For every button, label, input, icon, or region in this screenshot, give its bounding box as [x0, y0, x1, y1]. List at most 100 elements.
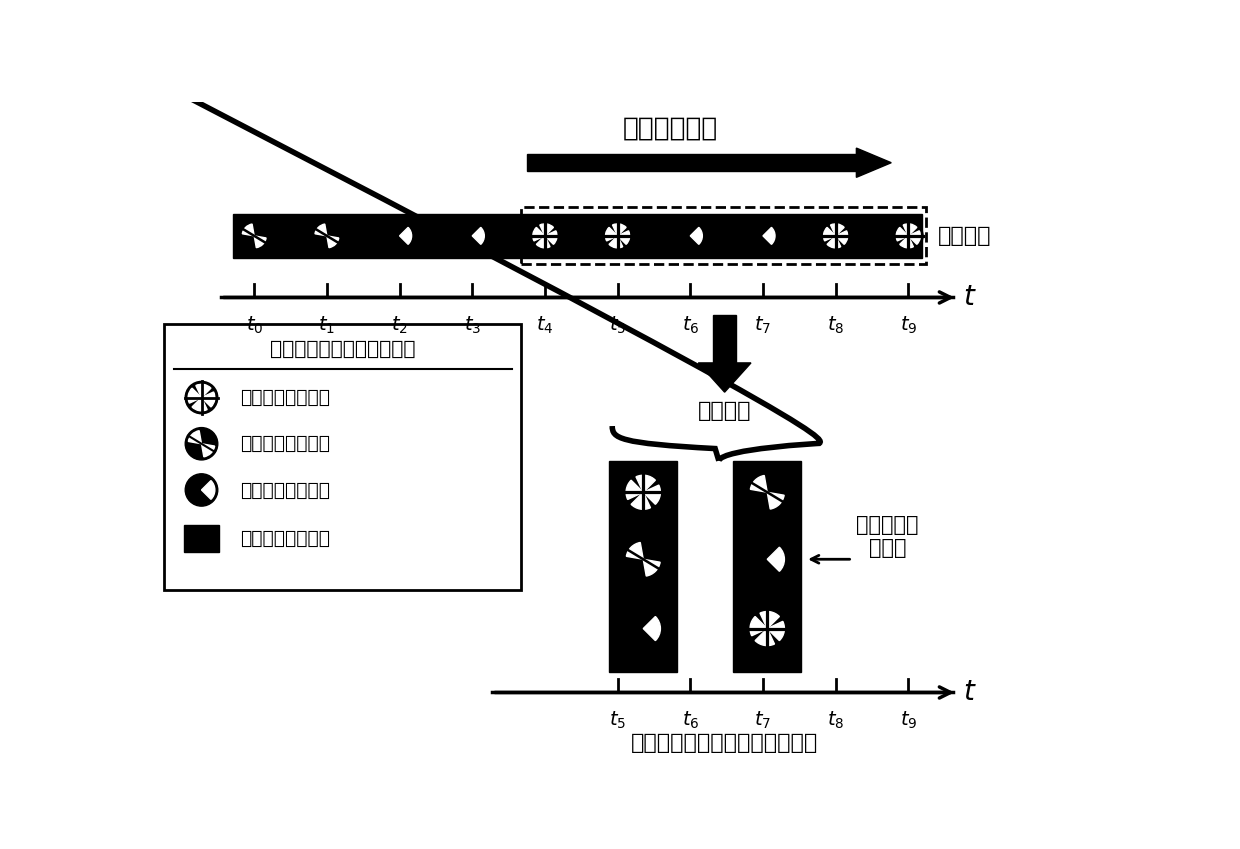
Wedge shape: [196, 385, 211, 397]
Text: $t$: $t$: [963, 678, 977, 706]
Wedge shape: [631, 492, 651, 509]
Wedge shape: [755, 628, 775, 645]
Circle shape: [185, 474, 218, 506]
Text: $t_6$: $t_6$: [682, 710, 699, 731]
Text: 数据集的第四部分: 数据集的第四部分: [241, 529, 330, 548]
Wedge shape: [315, 224, 327, 236]
Circle shape: [746, 471, 789, 513]
Text: $t_3$: $t_3$: [464, 314, 481, 335]
Circle shape: [622, 471, 665, 513]
Polygon shape: [698, 363, 751, 392]
Wedge shape: [618, 231, 630, 245]
Text: 数据采集方向: 数据采集方向: [622, 115, 718, 141]
Text: 每个时间点反演对应的数据集合: 每个时间点反演对应的数据集合: [631, 733, 818, 752]
Text: $t_7$: $t_7$: [754, 710, 771, 731]
Circle shape: [384, 222, 414, 250]
Circle shape: [746, 538, 789, 580]
Wedge shape: [533, 228, 544, 241]
Wedge shape: [908, 231, 920, 245]
Circle shape: [458, 222, 487, 250]
Bar: [185, 526, 218, 552]
Wedge shape: [626, 543, 644, 559]
Text: $t_6$: $t_6$: [682, 314, 699, 335]
Text: 数据集的第三部分: 数据集的第三部分: [241, 481, 330, 499]
Wedge shape: [254, 236, 267, 248]
Circle shape: [821, 222, 851, 250]
Wedge shape: [188, 388, 201, 403]
Text: 采集的一组完整数据的集合: 采集的一组完整数据的集合: [270, 340, 415, 358]
Wedge shape: [760, 611, 780, 628]
Wedge shape: [636, 475, 656, 492]
Text: $t_1$: $t_1$: [319, 314, 335, 335]
Wedge shape: [836, 231, 848, 245]
Wedge shape: [609, 236, 622, 248]
Wedge shape: [763, 228, 775, 245]
Circle shape: [531, 222, 559, 250]
Wedge shape: [897, 228, 908, 241]
Wedge shape: [827, 236, 841, 248]
Circle shape: [622, 608, 665, 649]
Wedge shape: [242, 224, 254, 236]
Wedge shape: [831, 224, 844, 236]
Circle shape: [746, 608, 789, 649]
Wedge shape: [201, 392, 215, 407]
Wedge shape: [691, 228, 702, 245]
Wedge shape: [903, 224, 916, 236]
Polygon shape: [857, 148, 892, 177]
Circle shape: [185, 381, 218, 413]
Wedge shape: [768, 492, 784, 509]
Text: $t_2$: $t_2$: [391, 314, 408, 335]
Circle shape: [603, 222, 632, 250]
Text: 数据集的第一部分: 数据集的第一部分: [241, 388, 330, 407]
Wedge shape: [644, 485, 661, 504]
Wedge shape: [750, 616, 768, 636]
Circle shape: [312, 222, 341, 250]
Text: $t_9$: $t_9$: [899, 710, 918, 731]
Bar: [233, 214, 923, 258]
Wedge shape: [900, 236, 914, 248]
Text: $t_5$: $t_5$: [609, 710, 626, 731]
Wedge shape: [613, 224, 626, 236]
Circle shape: [676, 222, 706, 250]
Wedge shape: [605, 228, 618, 241]
Wedge shape: [327, 236, 339, 248]
Wedge shape: [644, 559, 660, 576]
Bar: [733, 462, 801, 672]
Text: 重组得到的
数据集: 重组得到的 数据集: [857, 514, 919, 558]
Text: $t_8$: $t_8$: [827, 314, 844, 335]
Wedge shape: [750, 475, 768, 492]
Circle shape: [239, 222, 269, 250]
Bar: [609, 462, 677, 672]
Wedge shape: [537, 236, 551, 248]
Text: $t$: $t$: [963, 284, 977, 312]
Wedge shape: [644, 616, 661, 641]
Bar: [527, 155, 857, 171]
Bar: [521, 207, 926, 264]
Circle shape: [185, 428, 218, 460]
Wedge shape: [626, 481, 644, 499]
Text: $t_8$: $t_8$: [827, 710, 844, 731]
Text: $t_9$: $t_9$: [899, 314, 918, 335]
Text: 最新数据: 最新数据: [937, 226, 991, 246]
Wedge shape: [768, 548, 785, 571]
Text: $t_0$: $t_0$: [246, 314, 263, 335]
Text: 数据集的第二部分: 数据集的第二部分: [241, 434, 330, 453]
Bar: [164, 324, 521, 590]
Bar: [713, 315, 737, 363]
Wedge shape: [472, 228, 485, 245]
Circle shape: [894, 222, 923, 250]
Wedge shape: [768, 621, 785, 641]
Circle shape: [748, 222, 777, 250]
Wedge shape: [201, 444, 215, 457]
Wedge shape: [539, 224, 553, 236]
Wedge shape: [192, 397, 207, 411]
Wedge shape: [201, 481, 215, 499]
Wedge shape: [544, 231, 557, 245]
Wedge shape: [823, 228, 836, 241]
Text: $t_5$: $t_5$: [609, 314, 626, 335]
Wedge shape: [399, 228, 412, 245]
Wedge shape: [188, 430, 201, 444]
Text: $t_4$: $t_4$: [536, 314, 553, 335]
Text: 数据重组: 数据重组: [698, 402, 751, 421]
Circle shape: [622, 538, 665, 580]
